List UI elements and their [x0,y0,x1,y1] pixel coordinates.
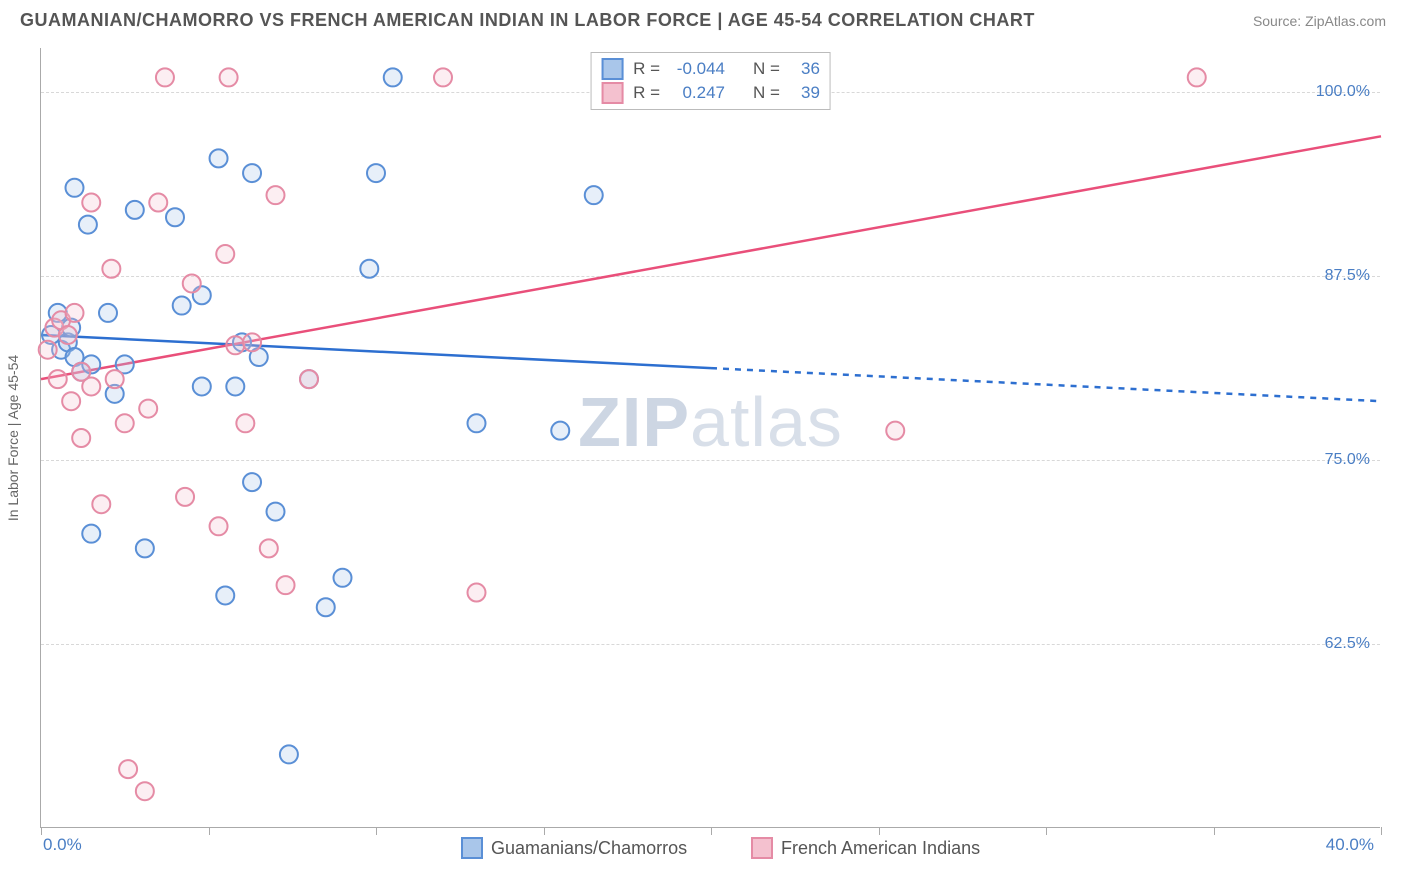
data-point [334,569,352,587]
regression-line-dashed [711,368,1381,401]
data-point [82,377,100,395]
data-point [62,392,80,410]
legend-series-2: French American Indians [751,837,980,859]
data-point [126,201,144,219]
data-point [116,414,134,432]
data-point [226,336,244,354]
data-point [102,260,120,278]
x-tick [41,827,42,835]
data-point [49,370,67,388]
data-point [66,304,84,322]
x-tick [879,827,880,835]
chart-title: GUAMANIAN/CHAMORRO VS FRENCH AMERICAN IN… [20,10,1035,31]
data-point [243,333,261,351]
data-point [72,429,90,447]
y-axis-label: In Labor Force | Age 45-54 [5,354,21,520]
n-value-1: 36 [790,59,820,79]
data-point [216,245,234,263]
x-tick [544,827,545,835]
data-point [216,586,234,604]
data-point [166,208,184,226]
r-value-1: -0.044 [670,59,725,79]
data-point [236,414,254,432]
chart-plot-area: In Labor Force | Age 45-54 ZIPatlas 62.5… [40,48,1380,828]
regression-line-solid [41,335,711,368]
x-tick [1046,827,1047,835]
data-point [360,260,378,278]
data-point [193,377,211,395]
legend-swatch-1 [461,837,483,859]
data-point [149,194,167,212]
series-swatch-1 [601,58,623,80]
data-point [317,598,335,616]
x-tick [209,827,210,835]
data-point [260,539,278,557]
data-point [59,326,77,344]
x-axis-min-label: 0.0% [43,835,82,855]
data-point [886,422,904,440]
data-point [243,473,261,491]
n-value-2: 39 [790,83,820,103]
r-label-2: R = [633,83,660,103]
data-point [468,414,486,432]
legend-label-1: Guamanians/Chamorros [491,838,687,859]
data-point [551,422,569,440]
data-point [585,186,603,204]
x-tick [711,827,712,835]
data-point [106,370,124,388]
data-point [39,341,57,359]
data-point [300,370,318,388]
x-tick [1381,827,1382,835]
data-point [226,377,244,395]
legend-swatch-2 [751,837,773,859]
data-point [280,745,298,763]
data-point [1188,68,1206,86]
data-point [139,400,157,418]
legend-label-2: French American Indians [781,838,980,859]
data-point [82,525,100,543]
series-swatch-2 [601,82,623,104]
chart-source: Source: ZipAtlas.com [1253,13,1386,29]
data-point [176,488,194,506]
x-tick [1214,827,1215,835]
n-label-1: N = [753,59,780,79]
data-point [99,304,117,322]
r-label-1: R = [633,59,660,79]
x-axis-max-label: 40.0% [1326,835,1374,855]
chart-header: GUAMANIAN/CHAMORRO VS FRENCH AMERICAN IN… [0,0,1406,41]
scatter-plot-svg [41,48,1380,827]
data-point [119,760,137,778]
data-point [384,68,402,86]
data-point [136,782,154,800]
data-point [156,68,174,86]
data-point [92,495,110,513]
n-label-2: N = [753,83,780,103]
data-point [468,584,486,602]
data-point [82,194,100,212]
data-point [434,68,452,86]
data-point [173,297,191,315]
r-value-2: 0.247 [670,83,725,103]
correlation-row-1: R = -0.044 N = 36 [601,57,820,81]
data-point [210,517,228,535]
data-point [79,216,97,234]
data-point [183,274,201,292]
data-point [136,539,154,557]
legend-series-1: Guamanians/Chamorros [461,837,687,859]
correlation-legend: R = -0.044 N = 36 R = 0.247 N = 39 [590,52,831,110]
data-point [267,503,285,521]
data-point [367,164,385,182]
data-point [220,68,238,86]
data-point [66,179,84,197]
data-point [277,576,295,594]
x-tick [376,827,377,835]
data-point [267,186,285,204]
correlation-row-2: R = 0.247 N = 39 [601,81,820,105]
data-point [210,149,228,167]
data-point [243,164,261,182]
